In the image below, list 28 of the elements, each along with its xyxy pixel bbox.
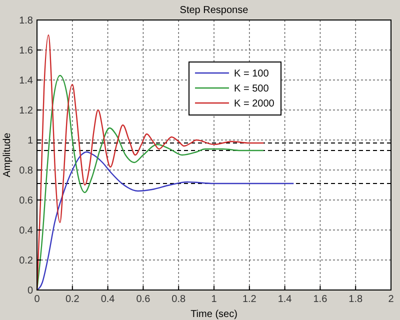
x-tick-label: 0.4 xyxy=(100,294,116,305)
line-series xyxy=(36,151,294,291)
x-tick-label: 1.6 xyxy=(313,294,328,305)
legend-label: K = 2000 xyxy=(234,98,275,110)
x-tick-label: 0 xyxy=(34,294,40,305)
y-tick-label: 1.6 xyxy=(19,46,34,56)
x-tick-label: 0.6 xyxy=(136,294,151,305)
x-tick-label: 0.2 xyxy=(65,294,80,305)
x-tick-label: 1.2 xyxy=(242,294,257,305)
y-tick-label: 1.4 xyxy=(19,76,34,86)
y-axis-title: Amplitude xyxy=(2,132,13,178)
x-tick-label: 2 xyxy=(388,294,394,305)
y-tick-label: 0.2 xyxy=(19,256,34,266)
y-tick-label: 0.8 xyxy=(19,166,34,176)
y-tick-label: 1.2 xyxy=(19,106,34,116)
y-tick-label: 1.8 xyxy=(19,16,34,26)
x-tick-label: 0.8 xyxy=(172,294,186,305)
legend-label: K = 500 xyxy=(234,84,270,94)
y-tick-label: 1 xyxy=(27,136,34,146)
y-tick-label: 0 xyxy=(27,286,34,296)
legend-label: K = 100 xyxy=(234,68,270,80)
x-axis-title: Time (sec) xyxy=(190,309,238,320)
x-tick-label: 1.8 xyxy=(348,294,363,305)
x-tick-label: 1 xyxy=(211,294,218,305)
chart-title: Step Response xyxy=(180,5,249,16)
y-tick-label: 0.6 xyxy=(19,196,34,206)
x-tick-label: 1.4 xyxy=(278,294,292,305)
y-tick-label: 0.4 xyxy=(19,226,34,236)
